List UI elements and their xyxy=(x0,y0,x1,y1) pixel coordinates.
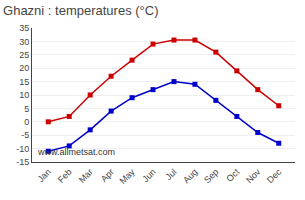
svg-text:Nov: Nov xyxy=(244,166,263,185)
svg-text:-5: -5 xyxy=(21,130,29,140)
svg-text:10: 10 xyxy=(19,90,29,100)
svg-text:0: 0 xyxy=(24,117,29,127)
svg-text:15: 15 xyxy=(19,77,29,87)
svg-text:Oct: Oct xyxy=(224,166,241,183)
svg-text:25: 25 xyxy=(19,50,29,60)
svg-text:Jul: Jul xyxy=(163,167,178,182)
svg-text:Dec: Dec xyxy=(265,166,284,185)
svg-text:Ghazni : temperatures (°C): Ghazni : temperatures (°C) xyxy=(3,3,158,18)
svg-text:www.allmetsat.com: www.allmetsat.com xyxy=(37,147,115,157)
svg-text:May: May xyxy=(118,166,137,185)
svg-text:Apr: Apr xyxy=(99,167,116,184)
svg-text:Sep: Sep xyxy=(202,167,220,185)
svg-text:35: 35 xyxy=(19,23,29,33)
svg-text:-10: -10 xyxy=(16,144,29,154)
svg-text:5: 5 xyxy=(24,104,29,114)
svg-text:30: 30 xyxy=(19,37,29,47)
svg-text:Jan: Jan xyxy=(36,167,53,184)
svg-text:Jun: Jun xyxy=(140,167,157,184)
svg-text:Mar: Mar xyxy=(77,167,95,185)
svg-text:Aug: Aug xyxy=(181,167,199,185)
svg-text:-15: -15 xyxy=(16,157,29,167)
svg-text:20: 20 xyxy=(19,63,29,73)
svg-text:Feb: Feb xyxy=(56,167,74,185)
